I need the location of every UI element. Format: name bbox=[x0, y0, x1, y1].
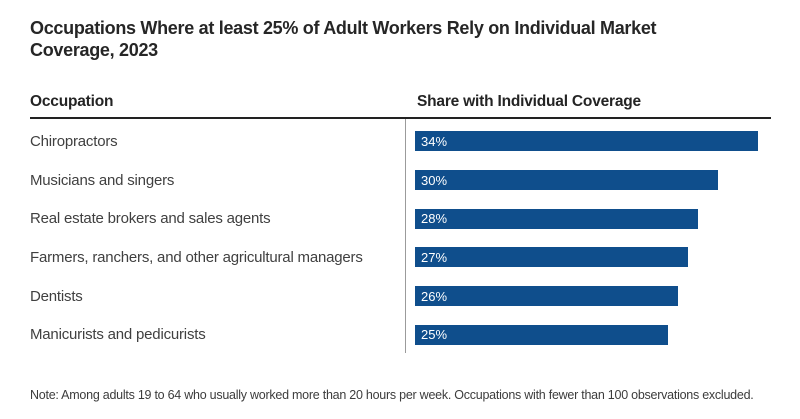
chart-title: Occupations Where at least 25% of Adult … bbox=[30, 18, 657, 60]
bar-value-label: 34% bbox=[421, 133, 448, 149]
axis-baseline bbox=[405, 119, 406, 353]
value-bar: 27% bbox=[415, 247, 688, 268]
column-header-occupation: Occupation bbox=[30, 93, 114, 110]
footnote: Note: Among adults 19 to 64 who usually … bbox=[30, 388, 754, 402]
bar-cell: 28% bbox=[405, 208, 771, 229]
header-divider-line bbox=[30, 117, 771, 119]
bar-cell: 30% bbox=[405, 170, 771, 191]
value-bar: 30% bbox=[415, 170, 718, 191]
bar-value-label: 30% bbox=[421, 172, 448, 188]
value-bar: 34% bbox=[415, 131, 758, 152]
value-bar: 28% bbox=[415, 208, 698, 229]
table-row: Dentists 26% bbox=[30, 277, 771, 316]
value-bar: 26% bbox=[415, 286, 678, 307]
bar-value-label: 25% bbox=[421, 327, 448, 343]
table-row: Chiropractors 34% bbox=[30, 122, 771, 161]
occupation-label: Farmers, ranchers, and other agricultura… bbox=[30, 248, 363, 266]
occupation-label: Musicians and singers bbox=[30, 171, 175, 189]
table-row: Manicurists and pedicurists 25% bbox=[30, 315, 771, 354]
bar-value-label: 26% bbox=[421, 288, 448, 304]
table-row: Real estate brokers and sales agents 28% bbox=[30, 199, 771, 238]
bar-value-label: 28% bbox=[421, 211, 448, 227]
bar-cell: 25% bbox=[405, 324, 771, 345]
table-row: Farmers, ranchers, and other agricultura… bbox=[30, 238, 771, 277]
column-header-share: Share with Individual Coverage bbox=[417, 93, 641, 110]
occupation-label: Manicurists and pedicurists bbox=[30, 326, 206, 344]
bar-cell: 27% bbox=[405, 247, 771, 268]
chart-rows: Chiropractors 34% Musicians and singers … bbox=[30, 122, 771, 354]
occupation-label: Real estate brokers and sales agents bbox=[30, 210, 271, 228]
occupation-label: Chiropractors bbox=[30, 132, 118, 150]
bar-cell: 26% bbox=[405, 286, 771, 307]
value-bar: 25% bbox=[415, 324, 668, 345]
bar-cell: 34% bbox=[405, 131, 771, 152]
occupation-label: Dentists bbox=[30, 287, 83, 305]
bar-value-label: 27% bbox=[421, 249, 448, 265]
table-row: Musicians and singers 30% bbox=[30, 161, 771, 200]
